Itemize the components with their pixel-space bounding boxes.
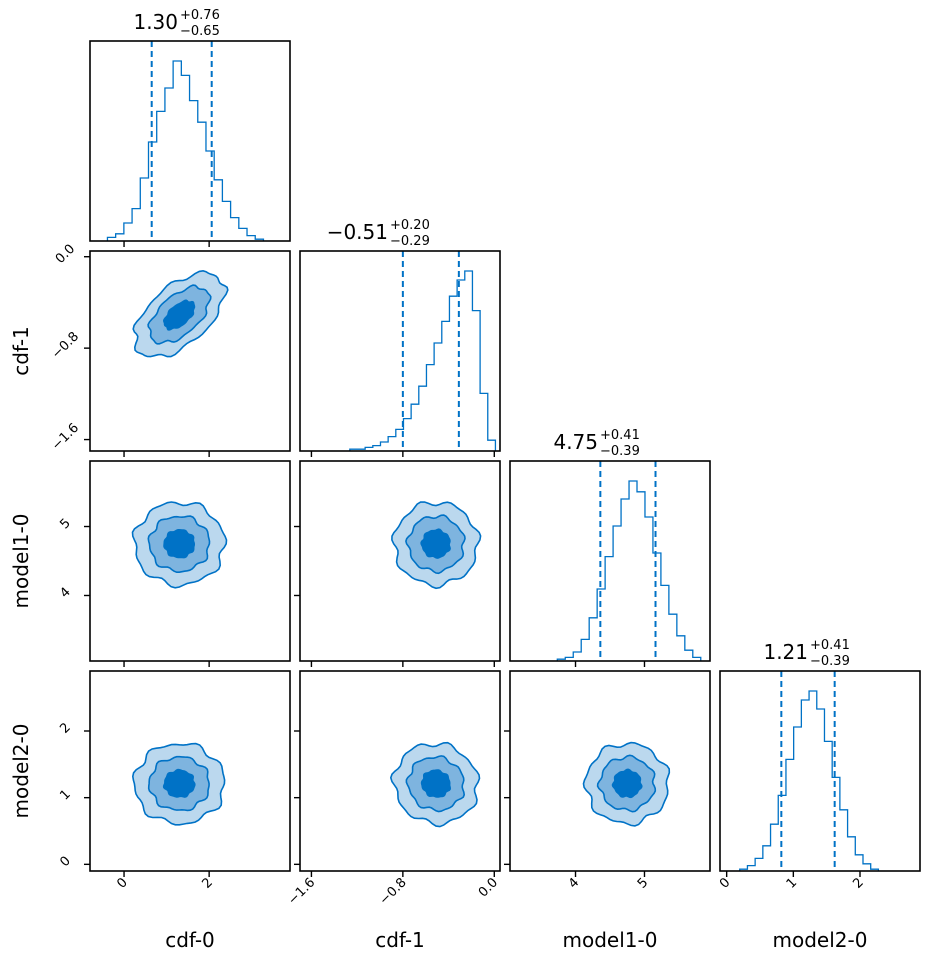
- histogram-cdf-1: [349, 270, 497, 451]
- x-tick-label: 0.0: [476, 875, 501, 900]
- panel-frame: [719, 670, 921, 872]
- x-tick-label: 4: [566, 875, 582, 891]
- panel-content: [349, 251, 497, 451]
- panel-cdf-1-vs-cdf-1: [299, 250, 501, 457]
- title-cdf-1: −0.51 +0.20−0.29: [327, 218, 430, 249]
- title-median: 1.30: [133, 10, 178, 34]
- x-tick-label: 2: [850, 875, 866, 891]
- y-tick-label: −1.6: [49, 421, 82, 454]
- panel-model2-0-vs-cdf-1: −1.6 −0.8 0.0: [285, 670, 501, 908]
- panel-frame: [299, 250, 501, 452]
- panel-cdf-1-vs-cdf-0: −1.6 −0.8 0.0: [49, 242, 291, 457]
- panel-model1-0-vs-cdf-0: 45: [57, 460, 291, 667]
- panel-frame: [299, 670, 501, 872]
- xlabel-model2-0: model2-0: [773, 928, 868, 952]
- panel-content: [132, 269, 229, 358]
- panel-frame: [89, 670, 291, 872]
- panel-content: [391, 501, 482, 590]
- histogram-model1-0: [556, 480, 702, 661]
- panel-frame: [89, 40, 291, 242]
- panel-frame: [299, 460, 501, 662]
- panel-model1-0-vs-model1-0: [509, 460, 711, 667]
- title-plus: +0.41: [600, 428, 640, 443]
- x-tick-label: −0.8: [377, 875, 410, 908]
- xlabel-cdf-1: cdf-1: [375, 928, 425, 952]
- contour-level-1: [162, 299, 196, 331]
- x-tick-label: 1: [784, 875, 800, 891]
- ylabel-cdf-1: cdf-1: [9, 326, 33, 376]
- title-model1-0: 4.75 +0.41−0.39: [553, 428, 639, 459]
- y-tick-label: 4: [57, 585, 73, 601]
- panel-frame: [89, 250, 291, 452]
- ylabel-model1-0: model1-0: [9, 514, 33, 609]
- contour-level-1: [163, 529, 195, 559]
- title-minus: −0.39: [810, 654, 850, 669]
- panel-model2-0-vs-cdf-0: 0 2 0 1 2: [57, 670, 291, 892]
- panel-frame: [509, 460, 711, 662]
- title-minus: −0.29: [390, 234, 430, 249]
- title-plus: +0.41: [810, 638, 850, 653]
- title-model2-0: 1.21 +0.41−0.39: [763, 638, 849, 669]
- panel-content: [582, 741, 671, 827]
- ylabel-model2-0: model2-0: [9, 724, 33, 819]
- contour-level-1: [420, 769, 452, 798]
- x-tick-label: 0: [717, 875, 733, 891]
- panel-content: [131, 501, 228, 589]
- panel-content: [106, 41, 265, 241]
- y-tick-label: 0: [57, 854, 73, 870]
- panel-content: [131, 742, 226, 826]
- title-plus: +0.20: [390, 218, 430, 233]
- panel-content: [556, 461, 702, 661]
- contour-level-1: [420, 528, 451, 559]
- panel-model1-0-vs-cdf-1: [294, 460, 501, 667]
- panel-content: [389, 741, 481, 828]
- y-tick-label: 1: [57, 787, 73, 803]
- panel-frame: [89, 460, 291, 662]
- x-tick-label: 2: [200, 875, 216, 891]
- panel-frame: [509, 670, 711, 872]
- panel-model2-0-vs-model2-0: 0 1 2: [717, 670, 921, 892]
- panel-content: [739, 671, 880, 871]
- title-plus: +0.76: [180, 8, 220, 23]
- title-minus: −0.65: [180, 24, 220, 39]
- y-tick-label: 0.0: [53, 242, 78, 267]
- title-median: 4.75: [553, 430, 598, 454]
- y-tick-label: 2: [57, 720, 73, 736]
- title-median: 1.21: [763, 640, 808, 664]
- x-tick-label: 5: [635, 875, 651, 891]
- contour-level-1: [611, 768, 643, 799]
- y-tick-label: −0.8: [49, 329, 82, 362]
- x-tick-label: −1.6: [285, 875, 318, 908]
- histogram-cdf-0: [106, 60, 265, 241]
- panel-cdf-0-vs-cdf-0: [89, 40, 291, 247]
- xlabel-cdf-0: cdf-0: [165, 928, 215, 952]
- histogram-model2-0: [739, 690, 880, 871]
- x-tick-label: 0: [114, 875, 130, 891]
- xlabel-model1-0: model1-0: [563, 928, 658, 952]
- contour-level-1: [162, 768, 196, 798]
- title-cdf-0: 1.30 +0.76−0.65: [133, 8, 219, 39]
- y-tick-label: 5: [57, 516, 73, 532]
- title-median: −0.51: [327, 220, 388, 244]
- title-minus: −0.39: [600, 444, 640, 459]
